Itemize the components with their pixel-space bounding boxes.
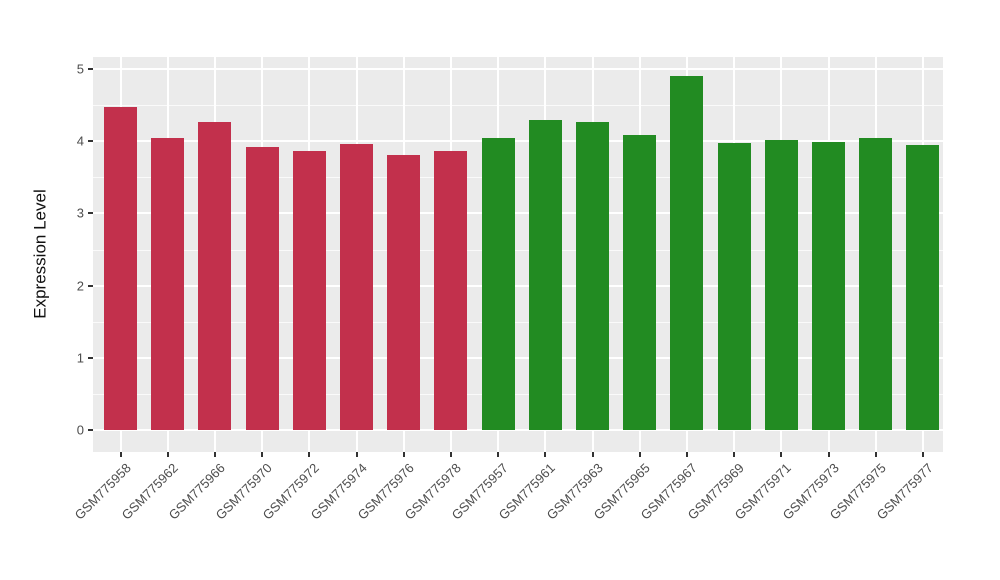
x-axis-tick-mark [119, 452, 122, 457]
x-axis-tick-mark [355, 452, 358, 457]
bar-GSM775962 [151, 137, 185, 430]
y-axis-tick-label: 5 [76, 61, 84, 77]
y-axis-tick-label: 0 [76, 422, 84, 438]
bar-GSM775973 [812, 141, 845, 430]
x-axis-tick-mark [827, 452, 830, 457]
bar-GSM775978 [434, 151, 468, 430]
x-axis-tick-mark [921, 452, 924, 457]
gridline-major [93, 212, 943, 215]
gridline-minor [93, 249, 943, 251]
gridline-minor [93, 177, 943, 179]
bar-GSM775958 [104, 107, 137, 430]
bar-GSM775965 [623, 134, 657, 430]
y-axis-tick-label: 4 [76, 133, 84, 149]
bar-GSM775970 [245, 146, 279, 430]
gridline-minor [93, 393, 943, 395]
x-axis-tick-mark [874, 452, 877, 457]
gridline-major [93, 68, 943, 70]
bar-GSM775976 [387, 154, 421, 430]
gridline-major [93, 429, 943, 431]
y-axis-tick-label: 3 [76, 205, 84, 221]
x-axis-tick-mark [261, 452, 264, 457]
x-axis-tick-mark [544, 452, 547, 457]
gridline-major [93, 140, 943, 143]
bar-GSM775967 [670, 76, 704, 430]
x-axis-tick-mark [685, 452, 688, 457]
plot-panel [93, 57, 943, 452]
x-axis-tick-mark [166, 452, 169, 457]
bar-GSM775972 [292, 151, 326, 430]
bar-GSM775977 [906, 144, 940, 430]
x-axis-tick-mark [497, 452, 500, 457]
y-axis-tick-label: 1 [76, 350, 84, 366]
x-axis-tick-mark [449, 452, 452, 457]
y-axis-tick-mark [88, 140, 93, 143]
y-axis-tick-mark [88, 68, 93, 70]
bar-GSM775975 [859, 137, 893, 430]
bar-GSM775966 [198, 122, 232, 430]
bar-GSM775969 [717, 143, 751, 430]
gridline-minor [93, 321, 943, 323]
bar-GSM775971 [764, 140, 798, 430]
x-axis-tick-mark [780, 452, 783, 457]
y-axis-tick-mark [88, 212, 93, 215]
x-axis-tick-mark [308, 452, 311, 457]
x-axis-tick-mark [402, 452, 405, 457]
bar-GSM775974 [340, 144, 373, 430]
x-axis-tick-mark [733, 452, 736, 457]
gridline-major [93, 356, 943, 359]
y-axis-tick-mark [88, 356, 93, 359]
x-axis-tick-mark [213, 452, 216, 457]
bar-GSM775963 [576, 122, 609, 430]
gridline-major [93, 284, 943, 287]
bar-GSM775957 [481, 138, 515, 430]
x-axis-tick-mark [638, 452, 641, 457]
y-axis-tick-mark [88, 429, 93, 431]
gridline-minor [93, 105, 943, 107]
y-axis-tick-mark [88, 284, 93, 287]
bar-GSM775961 [528, 119, 562, 430]
y-axis-tick-label: 2 [76, 278, 84, 294]
x-axis-tick-mark [591, 452, 594, 457]
